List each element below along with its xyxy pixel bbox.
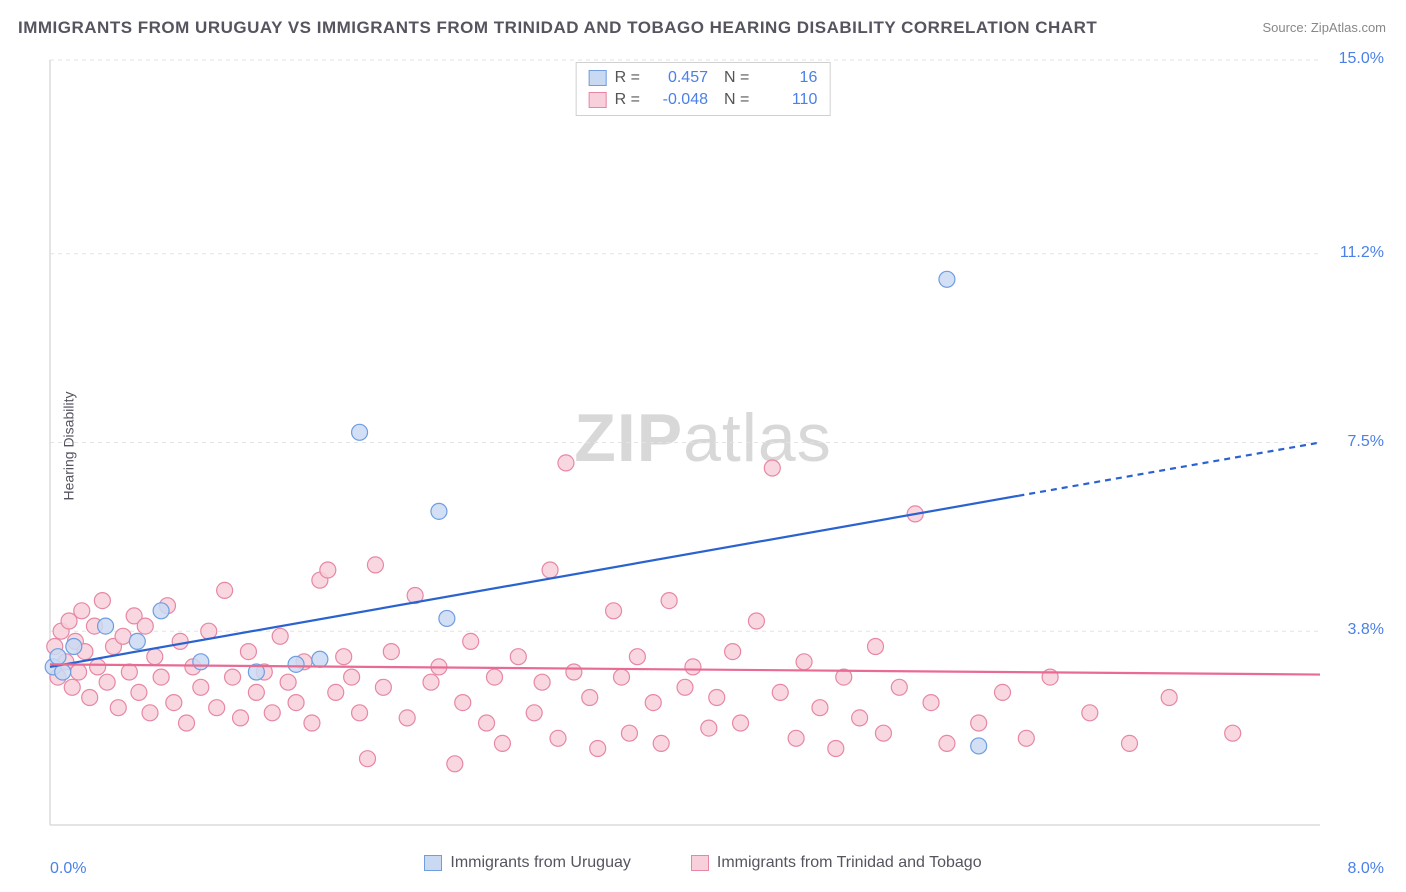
- n-value-trinidad: 110: [755, 91, 817, 109]
- series-legend: Immigrants from Uruguay Immigrants from …: [0, 854, 1406, 872]
- legend-row-trinidad: R = -0.048 N = 110: [589, 89, 818, 111]
- legend-swatch-icon: [424, 855, 442, 871]
- legend-swatch-icon: [691, 855, 709, 871]
- y-tick-label: 3.8%: [1348, 621, 1384, 639]
- legend-swatch-trinidad: [589, 92, 607, 108]
- n-value-uruguay: 16: [755, 69, 817, 87]
- r-value-trinidad: -0.048: [646, 91, 708, 109]
- source-attribution: Source: ZipAtlas.com: [1262, 20, 1386, 35]
- legend-row-uruguay: R = 0.457 N = 16: [589, 67, 818, 89]
- y-tick-label: 11.2%: [1340, 244, 1384, 262]
- y-tick-label: 15.0%: [1339, 50, 1384, 68]
- legend-item-trinidad: Immigrants from Trinidad and Tobago: [691, 854, 982, 872]
- chart-title: IMMIGRANTS FROM URUGUAY VS IMMIGRANTS FR…: [18, 18, 1097, 38]
- plot-area: [50, 60, 1320, 825]
- legend-item-uruguay: Immigrants from Uruguay: [424, 854, 631, 872]
- scatter-chart: [50, 60, 1320, 825]
- legend-swatch-uruguay: [589, 70, 607, 86]
- correlation-legend: R = 0.457 N = 16 R = -0.048 N = 110: [576, 62, 831, 116]
- y-tick-label: 7.5%: [1348, 433, 1384, 451]
- r-value-uruguay: 0.457: [646, 69, 708, 87]
